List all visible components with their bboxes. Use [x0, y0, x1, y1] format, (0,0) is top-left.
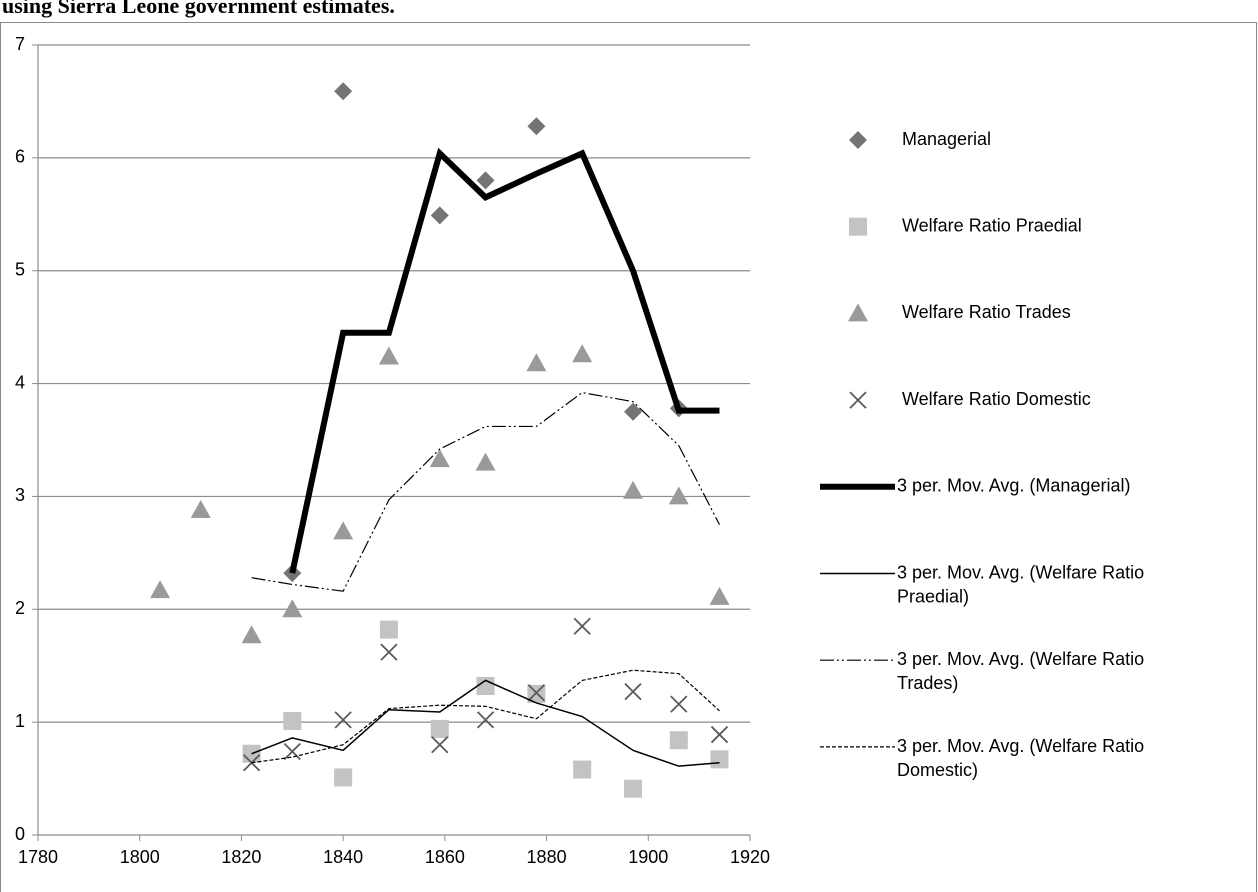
- x-marker: [624, 683, 642, 701]
- legend-label: Welfare Ratio Trades: [902, 302, 1071, 322]
- square-marker: [624, 779, 643, 798]
- legend-label: 3 per. Mov. Avg. (Welfare Ratio Trades): [897, 649, 1144, 693]
- triangle-marker: [572, 344, 593, 363]
- moving-average-line: [251, 391, 721, 592]
- x-tick-label: 1820: [221, 847, 261, 867]
- triangle-marker: [150, 580, 171, 599]
- square-marker: [476, 677, 495, 696]
- square-marker: [283, 712, 302, 731]
- x-marker: [283, 742, 301, 761]
- square-marker: [669, 731, 688, 750]
- x-tick-label: 1840: [323, 847, 363, 867]
- diamond-marker: [476, 171, 495, 190]
- triangle-marker: [526, 353, 547, 372]
- triangle-marker: [848, 303, 868, 322]
- x-tick-label: 1900: [628, 847, 668, 867]
- triangle-marker: [378, 346, 399, 365]
- square-marker: [573, 760, 592, 779]
- legend-label: Welfare Ratio Praedial: [902, 215, 1082, 235]
- x-marker: [431, 736, 449, 754]
- y-tick-label: 4: [15, 372, 25, 392]
- x-tick-label: 1780: [18, 847, 58, 867]
- triangle-marker: [668, 486, 689, 505]
- y-tick-label: 5: [15, 259, 25, 279]
- triangle-marker: [333, 521, 354, 540]
- y-tick-label: 1: [15, 711, 25, 731]
- square-marker: [334, 768, 353, 787]
- moving-average-line: [251, 679, 720, 767]
- y-tick-label: 7: [15, 34, 25, 54]
- y-tick-label: 3: [15, 485, 25, 505]
- x-marker: [334, 711, 352, 729]
- x-tick-label: 1880: [527, 847, 567, 867]
- y-tick-label: 6: [15, 147, 25, 167]
- y-tick-label: 0: [15, 824, 25, 844]
- square-marker: [849, 217, 867, 236]
- legend-label: Managerial: [902, 129, 991, 149]
- triangle-marker: [282, 599, 303, 618]
- chart-title: using Sierra Leone government estimates.: [2, 0, 395, 18]
- x-marker: [573, 617, 591, 635]
- triangle-marker: [709, 586, 730, 605]
- x-marker: [476, 711, 495, 729]
- legend-label: Welfare Ratio Domestic: [902, 389, 1091, 409]
- diamond-marker: [334, 82, 353, 101]
- square-marker: [710, 750, 729, 769]
- x-tick-label: 1920: [730, 847, 770, 867]
- diamond-marker: [624, 402, 643, 421]
- x-marker: [527, 684, 546, 702]
- triangle-marker: [429, 449, 450, 468]
- triangle-marker: [190, 499, 211, 518]
- x-marker: [670, 695, 688, 713]
- triangle-marker: [241, 625, 262, 644]
- diamond-marker: [527, 117, 546, 136]
- triangle-marker: [623, 480, 644, 499]
- x-tick-label: 1860: [425, 847, 465, 867]
- moving-average-line: [289, 147, 720, 574]
- x-marker: [710, 725, 729, 744]
- diamond-marker: [430, 206, 449, 225]
- square-marker: [379, 620, 398, 639]
- triangle-marker: [475, 452, 496, 471]
- legend-label: 3 per. Mov. Avg. (Managerial): [897, 476, 1130, 496]
- diamond-marker: [849, 131, 867, 149]
- x-tick-label: 1800: [120, 847, 160, 867]
- chart-frame: [0, 22, 1257, 892]
- x-marker: [380, 643, 398, 661]
- y-tick-label: 2: [15, 598, 25, 618]
- legend-label: 3 per. Mov. Avg. (Welfare Ratio Praedial): [897, 562, 1144, 606]
- square-marker: [430, 719, 449, 738]
- x-marker: [849, 391, 867, 409]
- legend-label: 3 per. Mov. Avg. (Welfare Ratio Domestic): [897, 736, 1144, 780]
- moving-average-line: [251, 669, 720, 764]
